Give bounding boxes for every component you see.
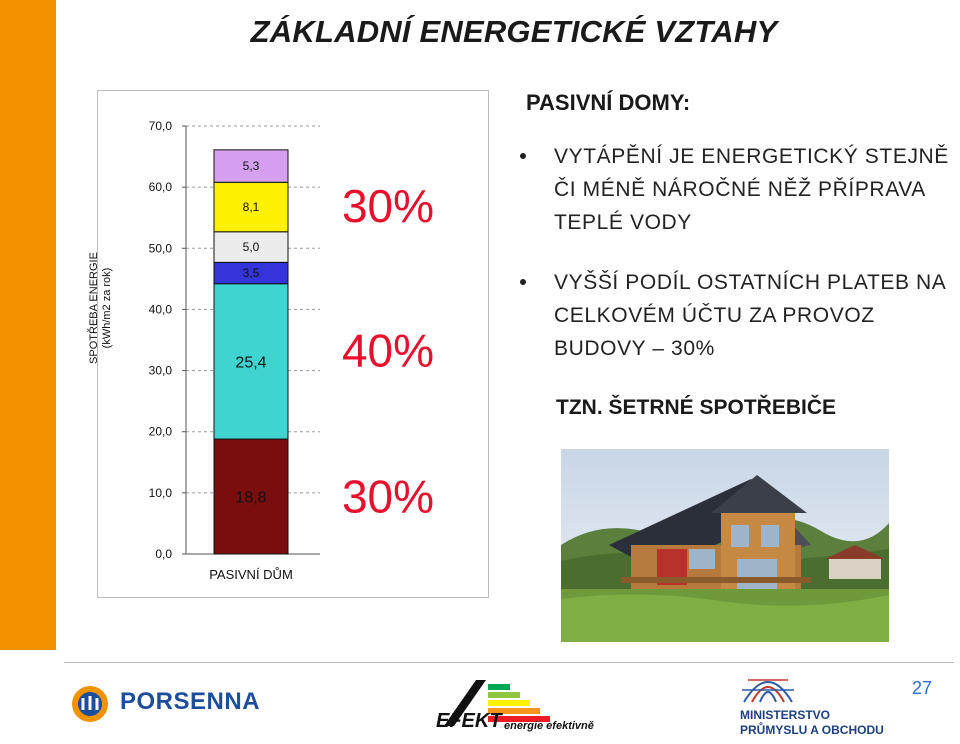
passive-house-photo xyxy=(561,449,889,642)
y-tick-label: 20,0 xyxy=(149,425,173,439)
y-tick-label: 40,0 xyxy=(149,302,173,316)
stacked-bar-chart: 0,0 10,0 20,0 30,0 40,0 50,0 60,0 70,0 18,8 25,4 3… xyxy=(97,90,489,598)
efekt-tagline: energie efektivně xyxy=(504,720,594,732)
ministry-globe-icon xyxy=(742,679,794,703)
percent-annotation: 30% xyxy=(342,180,434,232)
efekt-energy-scale-icon xyxy=(444,680,550,726)
y-tick-label: 0,0 xyxy=(155,547,172,561)
bullet-dot-icon xyxy=(520,279,526,285)
page-title: ZÁKLADNÍ ENERGETICKÉ VZTAHY xyxy=(250,14,778,49)
bar-segment xyxy=(213,283,289,440)
bullet-heating: VYTÁPĚNÍ JE ENERGETICKÝ STEJNĚ ČI MÉNĚ N… xyxy=(520,140,954,239)
data-label: 18,8 xyxy=(235,490,266,507)
conclusion-text: TZN. ŠETRNÉ SPOTŘEBIČE xyxy=(556,396,837,419)
data-label: 3,5 xyxy=(243,266,260,280)
y-tick-label: 30,0 xyxy=(149,364,173,378)
data-label: 8,1 xyxy=(243,200,260,214)
data-label: 25,4 xyxy=(235,354,266,371)
porsenna-logo-icon xyxy=(72,686,108,722)
percent-annotation: 30% xyxy=(342,471,434,523)
bar-segment xyxy=(213,438,289,555)
y-tick-label: 50,0 xyxy=(149,241,173,255)
ministry-logo: MINISTERSTVO PRŮMYSLU A OBCHODU xyxy=(738,666,884,737)
chart-svg: 0,0 10,0 20,0 30,0 40,0 50,0 60,0 70,0 18,8 25,4 3… xyxy=(149,119,434,582)
bullet-dot-icon xyxy=(520,153,526,159)
efekt-logo: EFEKT energie efektivně xyxy=(436,676,594,739)
bullet-text: VYTÁPĚNÍ JE ENERGETICKÝ STEJNĚ ČI MÉNĚ N… xyxy=(554,145,949,234)
footer-divider xyxy=(64,662,954,663)
bullet-text: VYŠŠÍ PODÍL OSTATNÍCH PLATEB NA CELKOVÉM… xyxy=(554,271,946,360)
y-tick-label: 70,0 xyxy=(149,119,173,133)
x-category-label: PASIVNÍ DŮM xyxy=(209,567,293,582)
bar-segment xyxy=(213,149,289,183)
ministry-name-line1: MINISTERSTVO xyxy=(740,708,831,722)
bar-segment xyxy=(213,231,289,263)
page-number: 27 xyxy=(912,678,933,698)
bullet-payments: VYŠŠÍ PODÍL OSTATNÍCH PLATEB NA CELKOVÉM… xyxy=(520,266,954,365)
y-tick-label: 60,0 xyxy=(149,180,173,194)
y-axis-label-line2: (kWh/m2 za rok) xyxy=(101,267,113,349)
y-tick-label: 10,0 xyxy=(149,486,173,500)
efekt-wordmark: EFEKT xyxy=(436,710,502,732)
porsenna-wordmark: PORSENNA xyxy=(120,688,261,715)
y-axis-label: SPOTŘEBA ENERGIE (kWh/m2 za rok) xyxy=(88,248,114,368)
bar-segment xyxy=(213,181,289,233)
percent-annotation: 40% xyxy=(342,325,434,377)
porsenna-logo: PORSENNA xyxy=(70,684,260,729)
y-axis-label-line1: SPOTŘEBA ENERGIE xyxy=(88,252,100,364)
section-heading: PASIVNÍ DOMY: xyxy=(526,90,691,115)
ministry-name-line2: PRŮMYSLU A OBCHODU xyxy=(740,723,884,737)
data-label: 5,3 xyxy=(243,159,260,173)
house-illustration xyxy=(561,449,889,642)
data-label: 5,0 xyxy=(243,240,260,254)
orange-side-strip xyxy=(0,0,56,650)
